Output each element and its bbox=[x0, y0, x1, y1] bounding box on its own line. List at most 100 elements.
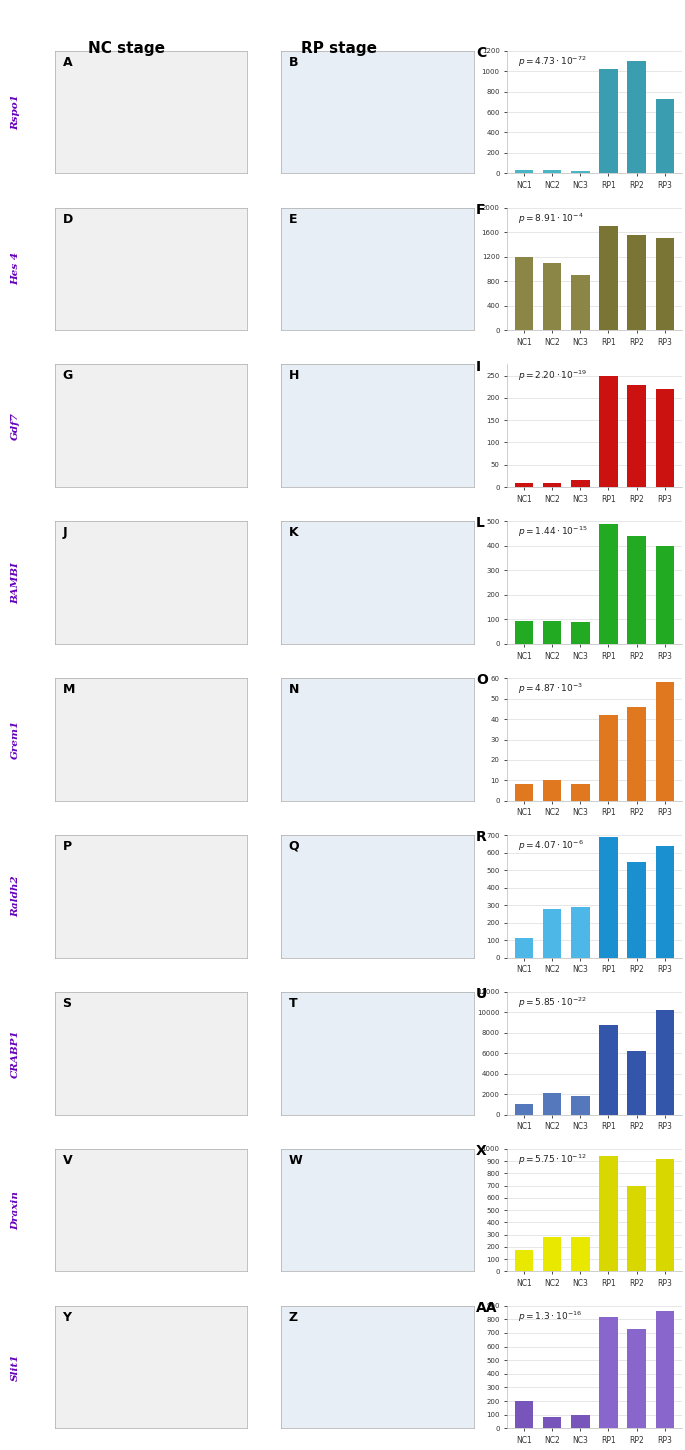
Text: $p = 4.07 \cdot 10^{-6}$: $p = 4.07 \cdot 10^{-6}$ bbox=[518, 838, 584, 853]
Bar bbox=[599, 523, 618, 644]
Bar bbox=[515, 1401, 534, 1428]
Bar bbox=[627, 706, 646, 800]
Text: K: K bbox=[289, 526, 299, 539]
Text: $p = 4.87 \cdot 10^{-3}$: $p = 4.87 \cdot 10^{-3}$ bbox=[518, 682, 583, 696]
Text: Raldh2: Raldh2 bbox=[11, 876, 20, 918]
Bar bbox=[543, 909, 562, 957]
Bar bbox=[599, 837, 618, 957]
Text: RP stage: RP stage bbox=[301, 41, 377, 55]
Bar bbox=[656, 1159, 674, 1272]
Bar bbox=[627, 61, 646, 174]
Bar bbox=[571, 276, 590, 331]
Text: C: C bbox=[476, 46, 486, 59]
Text: CRABP1: CRABP1 bbox=[11, 1030, 20, 1077]
Text: U: U bbox=[476, 987, 487, 1000]
Bar bbox=[599, 715, 618, 800]
Text: AA: AA bbox=[476, 1301, 497, 1315]
Bar bbox=[599, 226, 618, 331]
Bar bbox=[515, 1250, 534, 1272]
Bar bbox=[571, 622, 590, 644]
Text: N: N bbox=[289, 683, 299, 696]
Text: F: F bbox=[476, 203, 486, 216]
Bar bbox=[543, 262, 562, 331]
Text: Y: Y bbox=[62, 1311, 71, 1324]
Bar bbox=[571, 1237, 590, 1272]
Bar bbox=[571, 480, 590, 487]
Text: NC stage: NC stage bbox=[88, 41, 165, 55]
Bar bbox=[627, 863, 646, 957]
Text: $p = 2.20 \cdot 10^{-19}$: $p = 2.20 \cdot 10^{-19}$ bbox=[518, 368, 587, 383]
Bar bbox=[627, 1328, 646, 1428]
Text: I: I bbox=[476, 360, 481, 374]
Bar bbox=[543, 170, 562, 174]
Text: B: B bbox=[289, 55, 298, 68]
Text: $p = 5.75 \cdot 10^{-12}$: $p = 5.75 \cdot 10^{-12}$ bbox=[518, 1153, 586, 1167]
Text: S: S bbox=[62, 996, 71, 1009]
Text: X: X bbox=[476, 1144, 486, 1159]
Bar bbox=[571, 906, 590, 957]
Bar bbox=[515, 483, 534, 487]
Text: $p = 1.44 \cdot 10^{-15}$: $p = 1.44 \cdot 10^{-15}$ bbox=[518, 525, 587, 539]
Text: $p = 1.3 \cdot 10^{-16}$: $p = 1.3 \cdot 10^{-16}$ bbox=[518, 1309, 582, 1324]
Bar bbox=[515, 257, 534, 331]
Bar bbox=[571, 784, 590, 800]
Text: Q: Q bbox=[289, 840, 299, 853]
Text: A: A bbox=[62, 55, 72, 68]
Text: D: D bbox=[62, 213, 73, 226]
Bar bbox=[543, 483, 562, 487]
Bar bbox=[627, 384, 646, 487]
Text: Rspo1: Rspo1 bbox=[11, 94, 20, 130]
Bar bbox=[515, 784, 534, 800]
Bar bbox=[515, 621, 534, 644]
Bar bbox=[656, 683, 674, 800]
Bar bbox=[627, 1186, 646, 1272]
Bar bbox=[571, 1415, 590, 1428]
Text: W: W bbox=[289, 1154, 303, 1167]
Text: P: P bbox=[62, 840, 72, 853]
Bar bbox=[543, 1237, 562, 1272]
Bar bbox=[515, 938, 534, 957]
Text: T: T bbox=[289, 996, 297, 1009]
Text: M: M bbox=[62, 683, 75, 696]
Bar bbox=[656, 238, 674, 331]
Bar bbox=[656, 1311, 674, 1428]
Text: Z: Z bbox=[289, 1311, 298, 1324]
Bar bbox=[543, 1417, 562, 1428]
Bar bbox=[571, 171, 590, 174]
Bar bbox=[656, 1011, 674, 1115]
Text: Gdf7: Gdf7 bbox=[11, 412, 20, 439]
Bar bbox=[656, 389, 674, 487]
Bar bbox=[599, 70, 618, 174]
Bar bbox=[599, 1317, 618, 1428]
Text: E: E bbox=[289, 213, 297, 226]
Bar bbox=[599, 1025, 618, 1115]
Bar bbox=[543, 1093, 562, 1115]
Bar bbox=[515, 1105, 534, 1115]
Text: L: L bbox=[476, 516, 485, 531]
Bar bbox=[599, 1156, 618, 1272]
Bar bbox=[627, 1051, 646, 1115]
Text: $p = 4.73 \cdot 10^{-72}$: $p = 4.73 \cdot 10^{-72}$ bbox=[518, 55, 586, 68]
Bar bbox=[627, 536, 646, 644]
Text: $p = 5.85 \cdot 10^{-22}$: $p = 5.85 \cdot 10^{-22}$ bbox=[518, 996, 587, 1011]
Bar bbox=[599, 376, 618, 487]
Bar bbox=[656, 99, 674, 174]
Text: H: H bbox=[289, 370, 299, 383]
Text: Slit1: Slit1 bbox=[11, 1353, 20, 1380]
Text: $p = 8.91 \cdot 10^{-4}$: $p = 8.91 \cdot 10^{-4}$ bbox=[518, 212, 584, 226]
Text: Draxin: Draxin bbox=[11, 1190, 20, 1230]
Text: BAMBI: BAMBI bbox=[11, 561, 20, 603]
Text: V: V bbox=[62, 1154, 72, 1167]
Bar bbox=[543, 780, 562, 800]
Bar bbox=[656, 847, 674, 957]
Text: R: R bbox=[476, 831, 486, 844]
Bar bbox=[571, 1096, 590, 1115]
Bar bbox=[627, 235, 646, 331]
Bar bbox=[515, 170, 534, 174]
Bar bbox=[543, 621, 562, 644]
Text: O: O bbox=[476, 673, 488, 687]
Text: Grem1: Grem1 bbox=[11, 719, 20, 760]
Bar bbox=[656, 545, 674, 644]
Text: G: G bbox=[62, 370, 73, 383]
Text: Hes 4: Hes 4 bbox=[11, 252, 20, 286]
